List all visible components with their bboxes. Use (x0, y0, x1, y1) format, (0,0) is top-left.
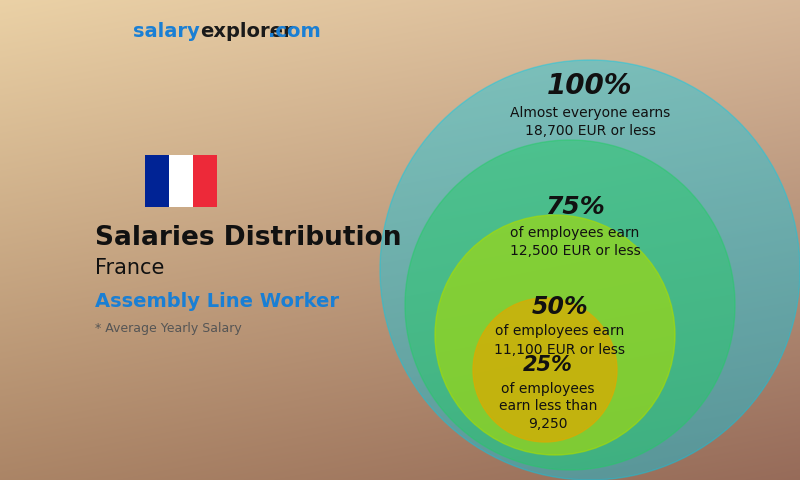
Text: of employees: of employees (502, 382, 594, 396)
Text: 50%: 50% (532, 295, 588, 319)
Bar (145, 155, 169, 207)
Text: Salaries Distribution: Salaries Distribution (95, 225, 402, 251)
Text: earn less than: earn less than (499, 399, 597, 413)
Text: 11,100 EUR or less: 11,100 EUR or less (494, 343, 626, 357)
Text: 12,500 EUR or less: 12,500 EUR or less (510, 244, 640, 258)
Text: 18,700 EUR or less: 18,700 EUR or less (525, 124, 655, 138)
Circle shape (380, 60, 800, 480)
Circle shape (435, 215, 675, 455)
Text: Assembly Line Worker: Assembly Line Worker (95, 292, 339, 311)
Circle shape (473, 298, 617, 442)
Circle shape (405, 140, 735, 470)
Bar (193, 155, 217, 207)
Text: Almost everyone earns: Almost everyone earns (510, 106, 670, 120)
Text: France: France (95, 258, 164, 278)
Text: of employees earn: of employees earn (495, 324, 625, 338)
Text: .com: .com (268, 22, 321, 41)
Text: 25%: 25% (523, 355, 573, 375)
Text: 75%: 75% (545, 195, 605, 219)
Text: 9,250: 9,250 (528, 418, 568, 432)
Bar (169, 155, 193, 207)
Text: of employees earn: of employees earn (510, 226, 640, 240)
Text: explorer: explorer (200, 22, 293, 41)
Text: 100%: 100% (547, 72, 633, 100)
Text: salary: salary (134, 22, 200, 41)
Text: * Average Yearly Salary: * Average Yearly Salary (95, 322, 242, 335)
